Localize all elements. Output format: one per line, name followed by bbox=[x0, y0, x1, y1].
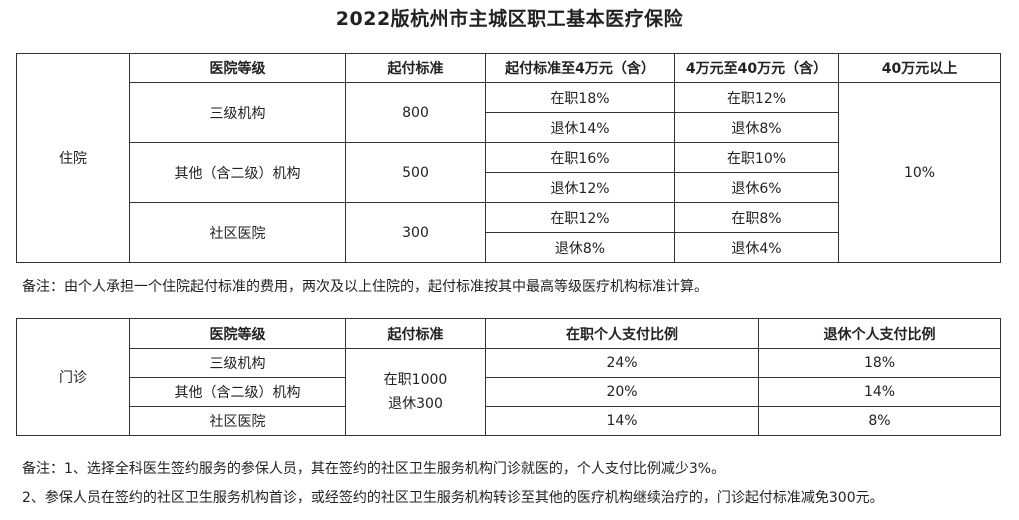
retired-rate-cell: 18% bbox=[758, 348, 1001, 378]
header-retired-rate: 退休个人支付比例 bbox=[758, 318, 1001, 349]
employed-rate-cell: 24% bbox=[485, 348, 759, 378]
tier1-rate-cell: 在职16% bbox=[485, 142, 675, 173]
tier1-rate-cell: 退休14% bbox=[485, 112, 675, 143]
threshold-cell: 800 bbox=[345, 82, 486, 143]
header-hospital-level: 医院等级 bbox=[129, 318, 346, 349]
hospital-level-cell: 社区医院 bbox=[129, 406, 346, 436]
tier1-rate-cell: 在职12% bbox=[485, 202, 675, 233]
outpatient-threshold-cell: 在职1000 退休300 bbox=[345, 348, 486, 436]
employed-rate-cell: 14% bbox=[485, 406, 759, 436]
outpatient-note-2: 2、参保人员在签约的社区卫生服务机构首诊，或经签约的社区卫生服务机构转诊至其他的… bbox=[22, 490, 884, 506]
tier2-rate-cell: 退休4% bbox=[674, 232, 839, 263]
hospital-level-cell: 三级机构 bbox=[129, 348, 346, 378]
hospital-level-cell: 社区医院 bbox=[129, 202, 346, 263]
threshold-cell: 300 bbox=[345, 202, 486, 263]
header-threshold: 起付标准 bbox=[345, 53, 486, 83]
inpatient-note: 备注：由个人承担一个住院起付标准的费用，两次及以上住院的，起付标准按其中最高等级… bbox=[22, 279, 708, 295]
hospital-level-cell: 其他（含二级）机构 bbox=[129, 142, 346, 203]
header-hospital-level: 医院等级 bbox=[129, 53, 346, 83]
tier1-rate-cell: 退休12% bbox=[485, 172, 675, 203]
tier2-rate-cell: 在职8% bbox=[674, 202, 839, 233]
employed-rate-cell: 20% bbox=[485, 377, 759, 407]
tier1-rate-cell: 退休8% bbox=[485, 232, 675, 263]
header-tier3: 40万元以上 bbox=[838, 53, 1001, 83]
tier2-rate-cell: 退休6% bbox=[674, 172, 839, 203]
threshold-retired: 退休300 bbox=[388, 396, 443, 412]
tier3-rate-cell: 10% bbox=[838, 82, 1001, 263]
header-tier2: 4万元至40万元（含） bbox=[674, 53, 839, 83]
inpatient-table: 住院 医院等级 起付标准 起付标准至4万元（含） 4万元至40万元（含） 40万… bbox=[16, 53, 1001, 263]
tier1-rate-cell: 在职18% bbox=[485, 82, 675, 113]
header-tier1: 起付标准至4万元（含） bbox=[485, 53, 675, 83]
threshold-employed: 在职1000 bbox=[383, 372, 448, 388]
header-threshold: 起付标准 bbox=[345, 318, 486, 349]
hospital-level-cell: 三级机构 bbox=[129, 82, 346, 143]
page-title: 2022版杭州市主城区职工基本医疗保险 bbox=[335, 8, 684, 30]
outpatient-section-label: 门诊 bbox=[16, 318, 130, 436]
retired-rate-cell: 8% bbox=[758, 406, 1001, 436]
outpatient-note-1: 备注：1、选择全科医生签约服务的参保人员，其在签约的社区卫生服务机构门诊就医的，… bbox=[22, 461, 726, 477]
hospital-level-cell: 其他（含二级）机构 bbox=[129, 377, 346, 407]
tier2-rate-cell: 在职10% bbox=[674, 142, 839, 173]
tier2-rate-cell: 退休8% bbox=[674, 112, 839, 143]
threshold-cell: 500 bbox=[345, 142, 486, 203]
outpatient-table: 门诊 医院等级 起付标准 在职个人支付比例 退休个人支付比例 三级机构 在职10… bbox=[16, 318, 1001, 436]
tier2-rate-cell: 在职12% bbox=[674, 82, 839, 113]
retired-rate-cell: 14% bbox=[758, 377, 1001, 407]
header-employed-rate: 在职个人支付比例 bbox=[485, 318, 759, 349]
inpatient-section-label: 住院 bbox=[16, 53, 130, 263]
